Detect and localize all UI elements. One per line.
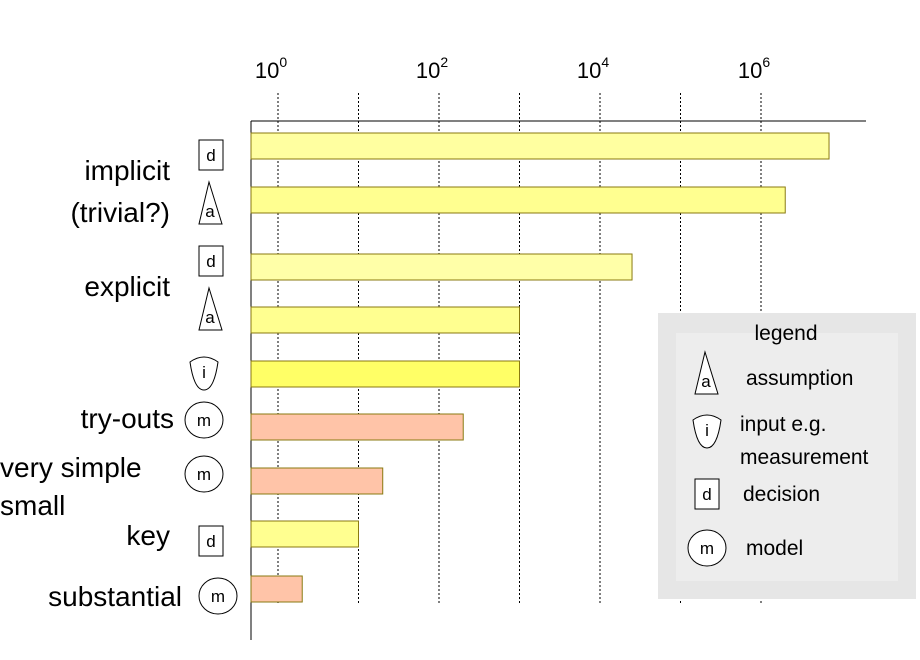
symbol-letter: m [197,411,211,430]
legend-input-icon: i [692,414,722,449]
category-label: (trivial?) [70,197,170,228]
bar [250,360,520,388]
category-label: small [0,490,65,521]
decision-icon: d [198,245,224,277]
category-label: implicit [84,155,170,186]
symbol-letter: i [705,421,709,440]
legend-label: input e.g. [740,413,826,436]
x-tick-label: 104 [577,54,609,83]
assumption-icon: a [198,180,223,225]
bars [250,132,830,603]
input-icon: i [189,356,219,391]
x-tick-label: 100 [255,54,287,83]
category-labels: implicit (trivial?) explicit try-outs very s… [0,155,182,612]
bar [250,413,464,441]
symbol-letter: a [205,308,215,327]
legend-label: model [746,537,803,560]
category-label: very simple [0,452,142,483]
x-tick-label: 102 [416,54,448,83]
category-label: explicit [84,271,170,302]
decision-icon: d [198,139,224,171]
legend-model-icon: m [687,529,727,567]
bar [250,253,633,281]
x-tick-labels: 100 102 104 106 [255,54,770,83]
symbol-letter: d [206,532,215,551]
model-icon: m [184,401,224,439]
assumption-icon: a [198,286,223,331]
symbol-letter: d [702,485,711,504]
decision-icon: d [198,525,224,557]
legend-label: assumption [746,367,853,390]
bar [250,306,520,334]
model-icon: m [198,577,238,615]
legend-title: legend [754,322,817,345]
symbol-letter: i [202,363,206,382]
symbol-letter: m [700,539,714,558]
legend-label: decision [743,483,820,506]
legend-label: measurement [740,446,869,469]
category-label: try-outs [81,403,174,434]
category-label: key [126,520,170,551]
category-label: substantial [48,581,182,612]
legend-decision-icon: d [694,478,720,510]
bar [250,575,303,603]
bar [250,520,359,548]
symbol-letter: m [197,465,211,484]
x-tick-label: 106 [738,54,770,83]
model-icon: m [184,455,224,493]
symbol-letter: a [205,202,215,221]
legend: legend a assumption i input e.g. measurement d… [658,313,916,599]
symbol-letter: d [206,146,215,165]
bar [250,132,830,160]
symbol-letter: d [206,252,215,271]
symbol-letter: a [701,372,711,391]
bar-symbols: d a d a i m m d m [184,139,238,615]
symbol-letter: m [211,587,225,606]
bar [250,467,384,495]
bar [250,186,786,214]
legend-assumption-icon: a [694,350,719,395]
